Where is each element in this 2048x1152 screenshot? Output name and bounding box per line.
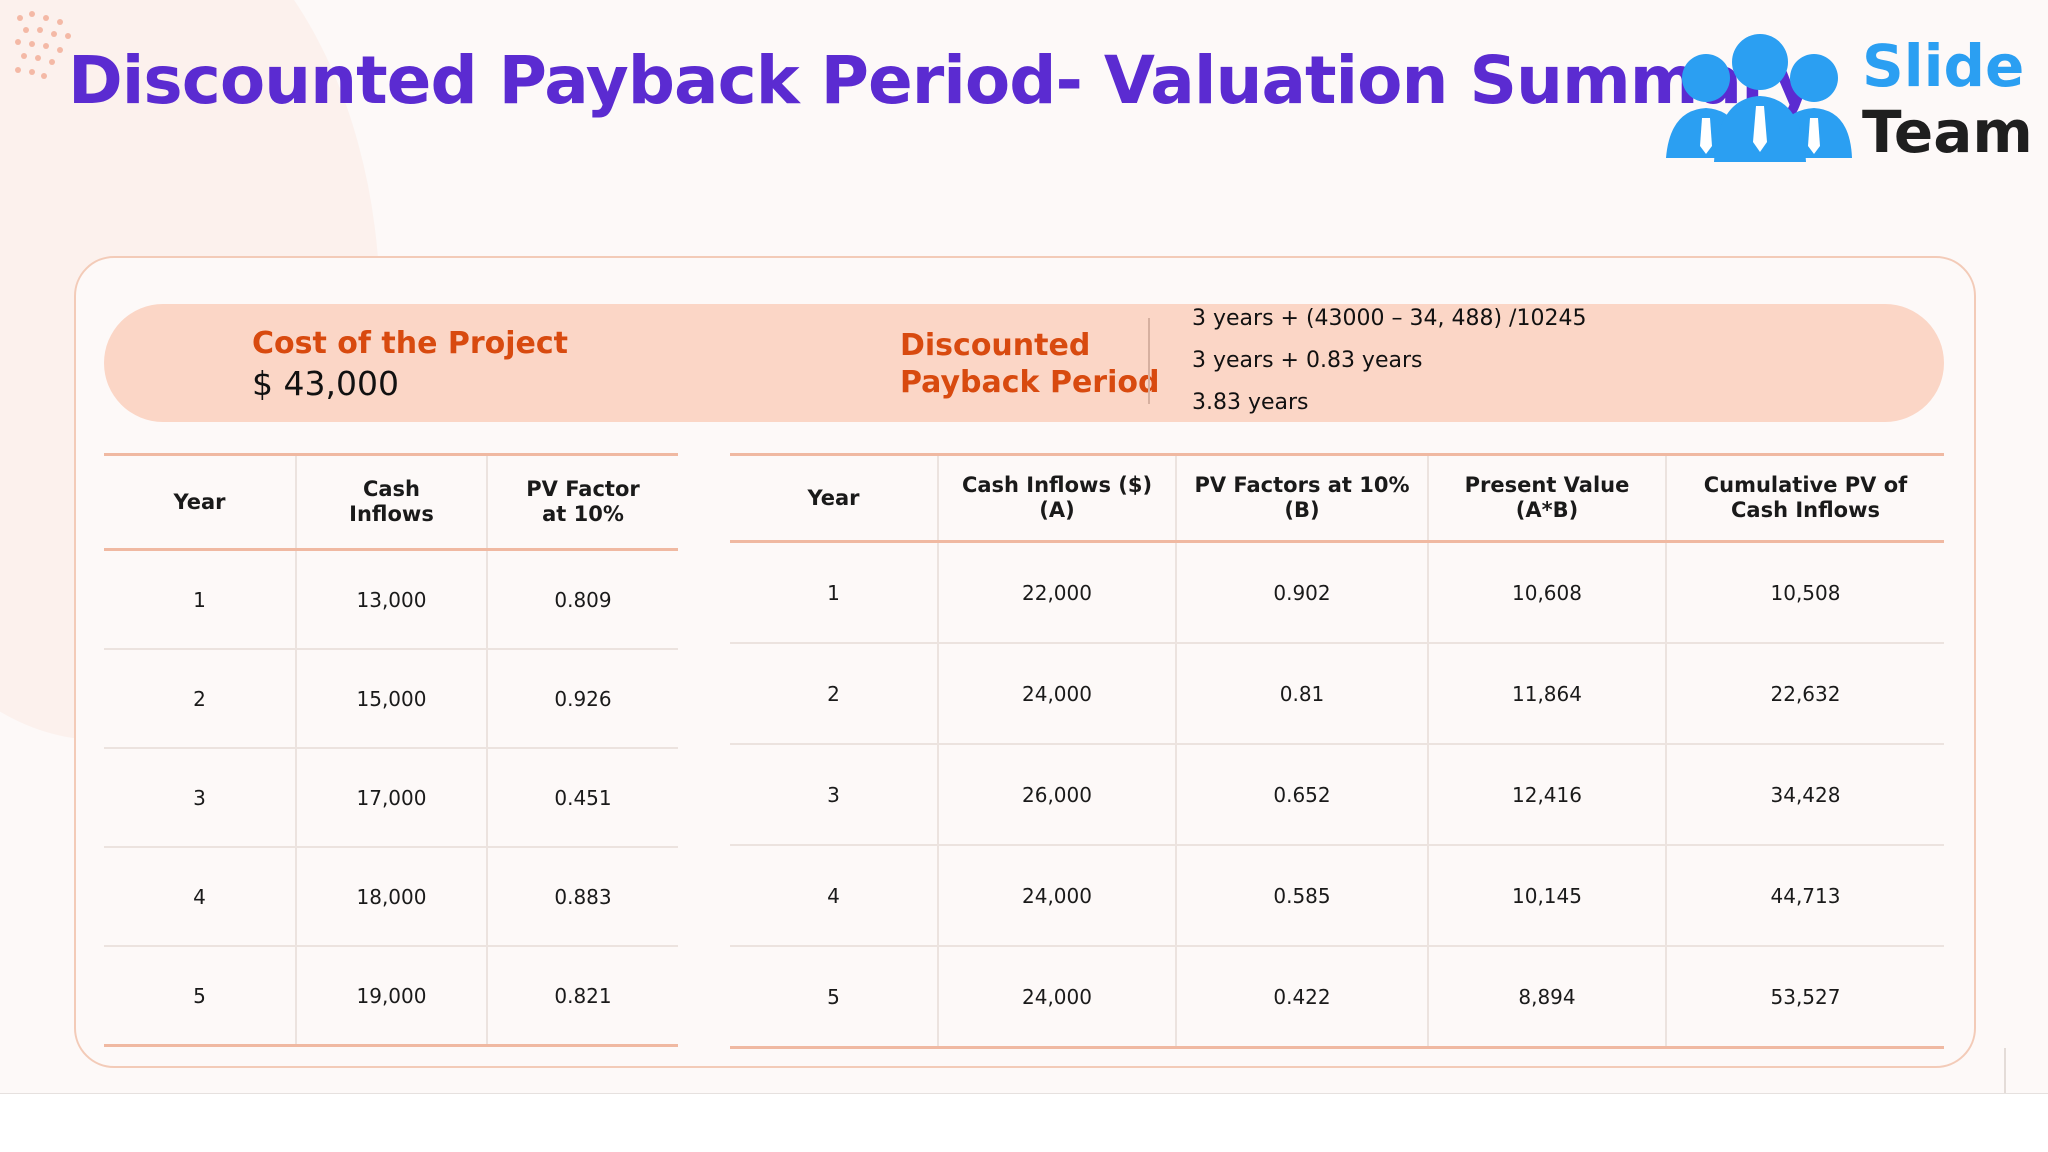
logo-word-team: Team: [1862, 98, 2033, 166]
cell-cash-inflows: 24,000: [938, 946, 1177, 1049]
table-row: 1 22,000 0.902 10,608 10,508: [730, 541, 1944, 644]
cell-year: 2: [104, 649, 297, 749]
cell-present-value: 10,608: [1428, 541, 1667, 644]
cell-cash-inflows: 15,000: [296, 649, 488, 749]
cell-cash-inflows: 24,000: [938, 643, 1177, 745]
cell-present-value: 12,416: [1428, 744, 1667, 846]
cell-year: 1: [730, 541, 939, 644]
cell-year: 5: [104, 946, 297, 1047]
col-header-cumulative-pv: Cumulative PV of Cash Inflows: [1666, 453, 1944, 543]
cell-cash-inflows: 24,000: [938, 845, 1177, 947]
cell-cash-inflows: 17,000: [296, 748, 488, 848]
calc-line-2: 3 years + 0.83 years: [1192, 348, 1423, 373]
table-row: 3 17,000 0.451: [104, 748, 678, 848]
cell-pv-factor: 0.652: [1176, 744, 1429, 846]
cell-year: 3: [730, 744, 939, 846]
cell-cash-inflows: 18,000: [296, 847, 488, 947]
cell-pv-factor: 0.902: [1176, 541, 1429, 644]
decorative-dots-icon: [15, 11, 71, 79]
summary-banner: [104, 304, 1944, 422]
col-header-pv-factor: PV Factor at 10%: [487, 453, 678, 551]
cell-year: 5: [730, 946, 939, 1049]
cell-pv-factor: 0.422: [1176, 946, 1429, 1049]
cell-present-value: 10,145: [1428, 845, 1667, 947]
summary-divider: [1148, 318, 1150, 404]
cell-year: 4: [730, 845, 939, 947]
slide: Discounted Payback Period- Valuation Sum…: [0, 0, 2033, 1093]
cell-year: 2: [730, 643, 939, 745]
team-people-icon: [1666, 34, 1852, 162]
table-row: 2 15,000 0.926: [104, 649, 678, 749]
cost-label: Cost of the Project: [252, 326, 569, 361]
cell-cumulative-pv: 44,713: [1666, 845, 1944, 947]
cell-year: 4: [104, 847, 297, 947]
edge-marker: [2004, 1048, 2006, 1093]
logo-word-slide: Slide: [1862, 32, 2025, 100]
cell-cumulative-pv: 10,508: [1666, 541, 1944, 644]
table-row: 5 24,000 0.422 8,894 53,527: [730, 946, 1944, 1049]
col-header-year: Year: [104, 453, 297, 551]
col-header-cash-inflows: Cash Inflows: [296, 453, 488, 551]
col-header-pv-factors-b: PV Factors at 10% (B): [1176, 453, 1429, 543]
cell-pv-factor: 0.883: [487, 847, 678, 947]
col-header-present-value: Present Value (A*B): [1428, 453, 1667, 543]
cell-pv-factor: 0.821: [487, 946, 678, 1047]
calc-line-1: 3 years + (43000 – 34, 488) /10245: [1192, 306, 1587, 331]
cell-pv-factor: 0.81: [1176, 643, 1429, 745]
slide-bottom-edge: [0, 1093, 2048, 1094]
table-header-row: Year Cash Inflows PV Factor at 10%: [104, 453, 678, 551]
present-value-table: Year Cash Inflows ($) (A) PV Factors at …: [730, 453, 1944, 1049]
page-title: Discounted Payback Period- Valuation Sum…: [68, 42, 1816, 119]
dpp-label: Discounted Payback Period: [900, 328, 1160, 400]
cell-cash-inflows: 13,000: [296, 549, 488, 650]
cell-cumulative-pv: 53,527: [1666, 946, 1944, 1049]
table-row: 5 19,000 0.821: [104, 946, 678, 1047]
cell-pv-factor: 0.585: [1176, 845, 1429, 947]
table-row: 3 26,000 0.652 12,416 34,428: [730, 744, 1944, 846]
cell-pv-factor: 0.926: [487, 649, 678, 749]
cell-cumulative-pv: 22,632: [1666, 643, 1944, 745]
cell-pv-factor: 0.451: [487, 748, 678, 848]
table-row: 1 13,000 0.809: [104, 549, 678, 650]
cell-cash-inflows: 22,000: [938, 541, 1177, 644]
cash-inflows-table: Year Cash Inflows PV Factor at 10% 1 13,…: [104, 453, 678, 1047]
col-header-year: Year: [730, 453, 939, 543]
cell-year: 3: [104, 748, 297, 848]
cell-pv-factor: 0.809: [487, 549, 678, 650]
calc-line-3: 3.83 years: [1192, 390, 1309, 415]
cell-present-value: 11,864: [1428, 643, 1667, 745]
table-row: 4 18,000 0.883: [104, 847, 678, 947]
table-header-row: Year Cash Inflows ($) (A) PV Factors at …: [730, 453, 1944, 543]
cell-cumulative-pv: 34,428: [1666, 744, 1944, 846]
col-header-cash-inflows-a: Cash Inflows ($) (A): [938, 453, 1177, 543]
table-row: 2 24,000 0.81 11,864 22,632: [730, 643, 1944, 745]
slideteam-logo: Slide Team: [1664, 28, 2033, 168]
cell-cash-inflows: 19,000: [296, 946, 488, 1047]
cell-cash-inflows: 26,000: [938, 744, 1177, 846]
cell-present-value: 8,894: [1428, 946, 1667, 1049]
cell-year: 1: [104, 549, 297, 650]
cost-value: $ 43,000: [252, 364, 399, 403]
table-row: 4 24,000 0.585 10,145 44,713: [730, 845, 1944, 947]
